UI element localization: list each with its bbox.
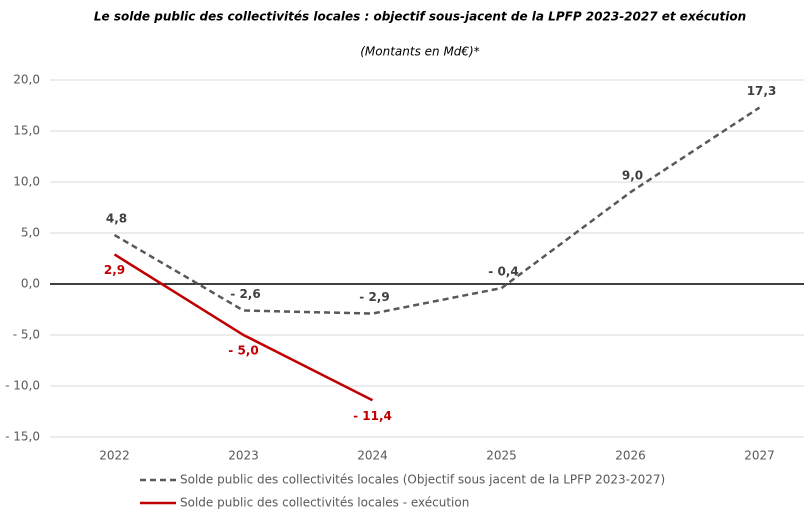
data-label: 4,8 [106,212,127,226]
y-tick-label: 5,0 [21,226,40,240]
chart-subtitle: (Montants en Md€)* [360,45,480,59]
data-label: 17,3 [747,84,777,98]
y-tick-label: 15,0 [13,124,40,138]
data-label: - 11,4 [353,409,392,423]
x-tick-label: 2022 [99,449,130,463]
data-label: - 0,4 [488,265,518,279]
legend-label: Solde public des collectivités locales (… [180,473,665,487]
chart-title: Le solde public des collectivités locale… [94,10,746,24]
series-line [113,106,761,315]
data-label: - 5,0 [228,344,258,358]
x-tick-label: 2025 [486,449,517,463]
x-tick-label: 2027 [744,449,775,463]
data-label: 9,0 [622,169,643,183]
y-tick-label: - 15,0 [5,430,40,444]
x-tick-label: 2026 [615,449,646,463]
x-tick-label: 2024 [357,449,388,463]
y-tick-label: 10,0 [13,175,40,189]
data-label: - 2,9 [359,290,389,304]
legend-label: Solde public des collectivités locales -… [180,496,469,510]
y-tick-label: 0,0 [21,277,40,291]
series-line [113,253,374,402]
x-tick-label: 2023 [228,449,259,463]
y-tick-label: - 10,0 [5,379,40,393]
data-label: 2,9 [104,263,125,277]
data-label: - 2,6 [230,287,260,301]
y-tick-label: - 5,0 [13,328,40,342]
y-tick-label: 20,0 [13,73,40,87]
